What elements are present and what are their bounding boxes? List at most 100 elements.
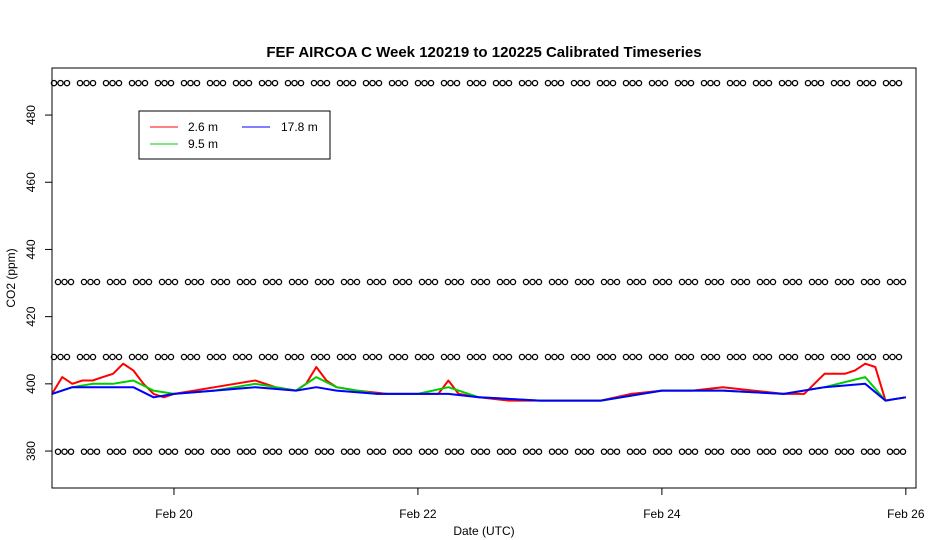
calibration-marker [54, 278, 62, 286]
calibration-marker [778, 79, 786, 87]
calibration-marker [145, 278, 153, 286]
calibration-marker [635, 353, 643, 361]
calibration-marker [726, 353, 734, 361]
calibration-marker [265, 353, 272, 361]
calibration-marker [551, 353, 558, 361]
calibration-marker [795, 278, 803, 286]
calibration-marker [444, 448, 452, 455]
calibration-marker [265, 79, 272, 87]
calibration-marker [232, 79, 240, 87]
calibration-marker [622, 79, 630, 87]
calibration-marker [414, 79, 422, 87]
calibration-marker [366, 278, 374, 286]
calibration-marker [607, 448, 614, 455]
calibration-marker [867, 448, 874, 455]
calibration-marker [132, 278, 140, 286]
calibration-marker [713, 79, 721, 87]
calibration-marker [301, 278, 309, 286]
calibration-marker [785, 353, 792, 361]
calibration-marker [431, 448, 439, 455]
calibration-marker [321, 278, 328, 286]
calibration-marker [373, 278, 380, 286]
calibration-marker [505, 353, 513, 361]
calibration-marker [577, 79, 584, 87]
calibration-marker [782, 278, 790, 286]
legend-label-17-8m: 17.8 m [281, 120, 318, 134]
calibration-marker [291, 353, 298, 361]
calibration-marker [375, 353, 383, 361]
calibration-marker [830, 79, 838, 87]
calibration-marker [347, 448, 354, 455]
calibration-marker [191, 278, 198, 286]
calibration-marker [535, 278, 543, 286]
calibration-marker [763, 448, 770, 455]
calibration-marker [128, 79, 136, 87]
calibration-marker [301, 448, 309, 455]
calibration-marker [635, 79, 643, 87]
calibration-marker [63, 79, 71, 87]
calibration-marker [873, 278, 881, 286]
calibration-marker [551, 79, 558, 87]
calibration-marker [733, 353, 740, 361]
calibration-marker [674, 353, 682, 361]
calibration-marker [889, 79, 896, 87]
calibration-marker [180, 79, 188, 87]
y-tick-label: 440 [24, 239, 38, 259]
calibration-marker [509, 278, 517, 286]
calibration-marker [135, 79, 142, 87]
calibration-marker [830, 353, 838, 361]
calibration-marker [557, 353, 565, 361]
calibration-marker [295, 448, 302, 455]
calibration-marker [191, 448, 198, 455]
calibration-marker [674, 79, 682, 87]
calibration-marker [210, 448, 218, 455]
calibration-marker [93, 448, 101, 455]
calibration-marker [483, 448, 491, 455]
calibration-marker [821, 448, 829, 455]
y-tick-label: 420 [24, 306, 38, 326]
calibration-marker [691, 278, 699, 286]
calibration-marker [288, 278, 296, 286]
calibration-marker [217, 448, 224, 455]
calibration-marker [655, 353, 662, 361]
calibration-marker [607, 278, 614, 286]
calibration-marker [633, 448, 640, 455]
calibration-marker [236, 448, 244, 455]
calibration-marker [369, 353, 376, 361]
y-tick-label: 460 [24, 172, 38, 192]
calibration-marker [317, 79, 324, 87]
calibration-marker [349, 79, 357, 87]
calibration-marker [288, 448, 296, 455]
y-axis-label: CO2 (ppm) [4, 248, 18, 307]
calibration-marker [639, 448, 647, 455]
calibration-marker [743, 278, 751, 286]
calibration-marker [834, 448, 842, 455]
calibration-marker [466, 353, 474, 361]
calibration-marker [275, 278, 283, 286]
calibration-marker [193, 79, 201, 87]
calibration-marker [327, 278, 335, 286]
calibration-marker [405, 448, 413, 455]
calibration-marker [262, 448, 270, 455]
calibration-marker [93, 278, 101, 286]
calibration-marker [531, 79, 539, 87]
calibration-marker [310, 79, 318, 87]
calibration-marker [544, 79, 552, 87]
calibration-marker [258, 353, 266, 361]
calibration-marker [756, 448, 764, 455]
calibration-marker [414, 353, 422, 361]
calibration-marker [759, 79, 766, 87]
calibration-marker [323, 353, 331, 361]
calibration-marker [158, 448, 166, 455]
calibration-marker [583, 353, 591, 361]
calibration-marker [483, 278, 491, 286]
calibration-marker [847, 278, 855, 286]
calibration-marker [895, 79, 903, 87]
calibration-marker [236, 278, 244, 286]
calibration-marker [733, 79, 740, 87]
calibration-marker [648, 79, 656, 87]
calibration-marker [395, 353, 402, 361]
calibration-marker [561, 448, 569, 455]
calibration-marker [557, 79, 565, 87]
calibration-marker [869, 79, 877, 87]
